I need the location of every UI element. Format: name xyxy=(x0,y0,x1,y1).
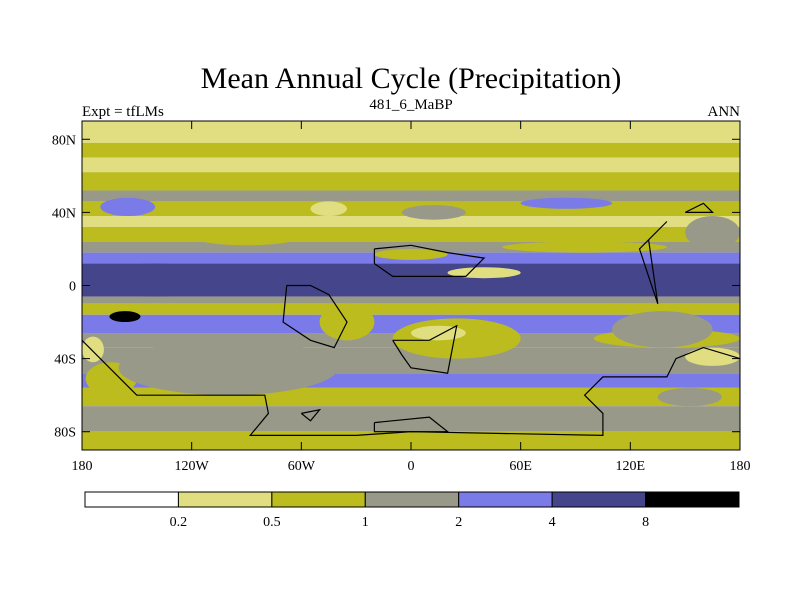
lat-band-0 xyxy=(82,121,740,143)
colorbar-label-2: 1 xyxy=(362,515,369,530)
colorbar-label-4: 4 xyxy=(549,515,556,530)
colorbar-label-3: 2 xyxy=(455,515,462,530)
y-tick-label-0: 80N xyxy=(52,133,76,148)
lat-band-13 xyxy=(82,314,740,334)
x-axis: 180 120W 60W 0 60E 120E 180 xyxy=(72,121,751,474)
colorbar-box-2 xyxy=(271,491,366,508)
land-outlines xyxy=(82,202,740,437)
precip-patch-12 xyxy=(685,347,740,366)
x-tick-label-3: 0 xyxy=(408,459,415,474)
x-tick-label-0: 180 xyxy=(72,459,93,474)
lat-band-12 xyxy=(82,303,740,315)
y-tick-label-1: 40N xyxy=(52,206,76,221)
precip-patch-8 xyxy=(447,267,521,279)
chart-title: Mean Annual Cycle (Precipitation) xyxy=(201,62,622,95)
colorbar: 0.2 0.5 1 2 4 8 xyxy=(84,491,740,530)
lat-band-3 xyxy=(82,172,740,191)
lat-band-1 xyxy=(82,142,740,158)
precip-patch-17 xyxy=(100,197,156,217)
lat-band-6 xyxy=(82,216,740,228)
x-tick-label-2: 60W xyxy=(288,459,316,474)
y-tick-label-3: 40S xyxy=(54,353,76,368)
precip-patch-9 xyxy=(374,248,448,260)
colorbar-box-0 xyxy=(84,491,179,508)
land-outline-7 xyxy=(373,416,450,433)
land-outline-3 xyxy=(373,244,486,277)
lat-band-19 xyxy=(82,431,740,450)
x-tick-label-6: 180 xyxy=(730,459,751,474)
lat-band-7 xyxy=(82,227,740,242)
x-tick-label-1: 120W xyxy=(175,459,210,474)
colorbar-label-5: 8 xyxy=(642,515,649,530)
colorbar-box-1 xyxy=(177,491,273,508)
lat-band-8 xyxy=(82,241,740,253)
precip-patch-13 xyxy=(612,311,713,348)
precip-patch-18 xyxy=(502,241,667,253)
land-outline-0 xyxy=(82,339,740,437)
precip-patch-15 xyxy=(310,201,348,217)
y-tick-label-4: 80S xyxy=(54,426,76,441)
precip-patch-2 xyxy=(82,336,104,363)
precip-patch-16 xyxy=(401,205,466,220)
experiment-label: Expt = tfLMs xyxy=(82,104,164,120)
lat-band-2 xyxy=(82,157,740,173)
precip-patch-10 xyxy=(191,227,302,246)
precip-patch-6 xyxy=(392,318,521,359)
x-tick-label-5: 120E xyxy=(616,459,646,474)
x-tick-label-4: 60E xyxy=(509,459,532,474)
colorbar-label-0: 0.2 xyxy=(170,515,188,530)
land-outline-1 xyxy=(282,284,348,349)
colorbar-box-4 xyxy=(458,491,553,508)
y-tick-label-2: 0 xyxy=(69,280,76,295)
precip-patch-14 xyxy=(657,387,722,407)
lat-band-4 xyxy=(82,190,740,202)
lat-band-11 xyxy=(82,296,740,304)
land-outline-2 xyxy=(392,324,458,374)
land-outline-6 xyxy=(300,408,322,422)
precip-patch-7 xyxy=(411,325,466,341)
precip-patch-20 xyxy=(520,197,613,209)
colorbar-box-5 xyxy=(551,491,647,508)
season-label: ANN xyxy=(708,104,741,120)
land-outline-5 xyxy=(684,202,715,213)
land-outline-4 xyxy=(638,221,668,304)
case-label: 481_6_MaBP xyxy=(369,97,452,113)
colorbar-box-6 xyxy=(645,491,740,508)
colorbar-box-3 xyxy=(364,491,460,508)
colorbar-label-1: 0.5 xyxy=(263,515,281,530)
y-axis: 80N 40N 0 40S 80S xyxy=(52,133,740,441)
precip-patch-4 xyxy=(118,340,338,396)
precip-patch-19 xyxy=(685,216,740,249)
precip-patch-1 xyxy=(109,311,141,323)
precip-patch-0 xyxy=(82,263,229,297)
